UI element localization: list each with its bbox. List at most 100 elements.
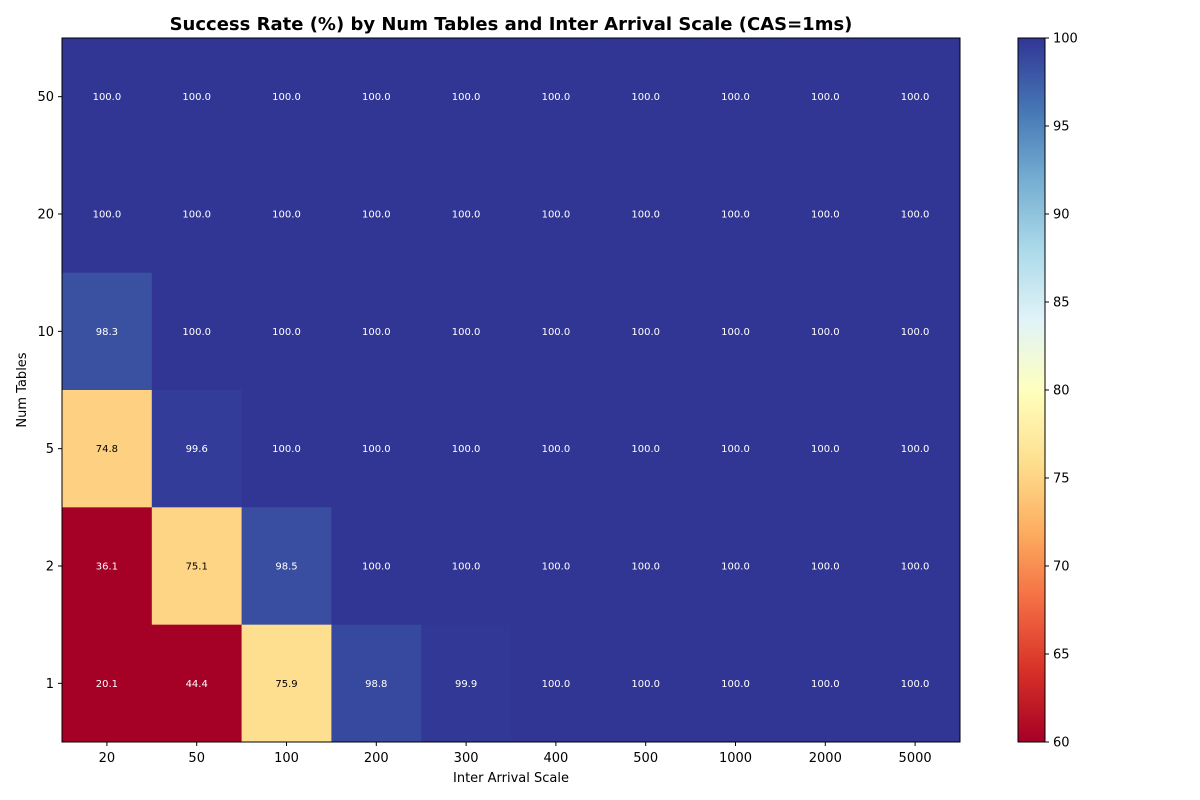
heatmap-cell bbox=[870, 272, 961, 391]
colorbar-tick-label: 60 bbox=[1053, 736, 1070, 751]
cell-value-label: 75.9 bbox=[275, 679, 297, 690]
cell-value-label: 44.4 bbox=[186, 679, 208, 690]
y-tick-label: 2 bbox=[46, 560, 54, 575]
x-axis-ticks: 20 50 100 200 300 400 500 1000 2000 5000 bbox=[99, 742, 932, 766]
heatmap-cell bbox=[780, 272, 871, 391]
heatmap-cell bbox=[421, 624, 512, 743]
cell-value-label: 100.0 bbox=[811, 679, 840, 690]
cell-value-label: 100.0 bbox=[272, 210, 301, 221]
chart-title: Success Rate (%) by Num Tables and Inter… bbox=[170, 14, 853, 35]
cell-value-label: 100.0 bbox=[721, 679, 750, 690]
cell-value-label: 100.0 bbox=[182, 210, 211, 221]
cell-value-label: 100.0 bbox=[542, 562, 571, 573]
colorbar-tick-label: 75 bbox=[1053, 472, 1070, 487]
heatmap-cell bbox=[511, 390, 602, 508]
colorbar-tick-label: 95 bbox=[1053, 120, 1070, 135]
cell-value-label: 100.0 bbox=[272, 444, 301, 455]
cell-value-label: 100.0 bbox=[542, 92, 571, 103]
cell-value-label: 98.5 bbox=[275, 562, 297, 573]
heatmap-cell bbox=[151, 38, 243, 156]
heatmap-cell bbox=[421, 390, 512, 508]
y-tick-label: 10 bbox=[37, 325, 54, 340]
cell-value-label: 100.0 bbox=[901, 679, 930, 690]
x-tick-label: 20 bbox=[99, 751, 116, 766]
heatmap-cell bbox=[690, 390, 781, 508]
plot-frame bbox=[61, 37, 961, 743]
cell-value-label: 75.1 bbox=[186, 562, 208, 573]
y-tick-label: 20 bbox=[37, 208, 54, 223]
cell-value-label: 100.0 bbox=[272, 92, 301, 103]
cell-value-label: 100.0 bbox=[721, 210, 750, 221]
heatmap-cell bbox=[421, 507, 512, 626]
cell-value-label: 98.8 bbox=[365, 679, 387, 690]
heatmap-cell bbox=[331, 507, 422, 626]
cell-value-label: 100.0 bbox=[721, 444, 750, 455]
cell-value-label: 100.0 bbox=[811, 562, 840, 573]
cell-value-label: 100.0 bbox=[721, 92, 750, 103]
heatmap-cell bbox=[241, 507, 332, 626]
cell-value-label: 100.0 bbox=[631, 562, 660, 573]
heatmap-cell bbox=[690, 38, 781, 156]
heatmap-cell bbox=[331, 155, 422, 274]
heatmap-cell bbox=[331, 38, 422, 156]
cell-value-label: 100.0 bbox=[721, 562, 750, 573]
cell-value-label: 100.0 bbox=[272, 327, 301, 338]
heatmap-cell bbox=[690, 272, 781, 391]
cell-value-label: 100.0 bbox=[631, 679, 660, 690]
cell-value-label: 99.9 bbox=[455, 679, 477, 690]
heatmap-cell bbox=[511, 272, 602, 391]
cell-value-label: 100.0 bbox=[542, 679, 571, 690]
cell-value-label: 100.0 bbox=[362, 92, 391, 103]
heatmap-cell bbox=[870, 624, 961, 743]
cell-value-label: 98.3 bbox=[96, 327, 118, 338]
heatmap-cell bbox=[600, 390, 692, 508]
cell-value-label: 100.0 bbox=[452, 327, 481, 338]
heatmap-cell bbox=[511, 38, 602, 156]
cell-value-label: 100.0 bbox=[452, 444, 481, 455]
cell-value-label: 100.0 bbox=[362, 210, 391, 221]
y-axis-ticks: 50 20 10 5 2 1 bbox=[37, 90, 62, 692]
cell-value-label: 100.0 bbox=[631, 327, 660, 338]
colorbar-tick-label: 85 bbox=[1053, 296, 1070, 311]
cell-value-label: 74.8 bbox=[96, 444, 118, 455]
heatmap-cell bbox=[870, 390, 961, 508]
heatmap-cell bbox=[151, 390, 243, 508]
x-tick-label: 300 bbox=[454, 751, 479, 766]
x-tick-label: 200 bbox=[364, 751, 389, 766]
colorbar-tick-label: 100 bbox=[1053, 32, 1078, 47]
heatmap-cell bbox=[690, 155, 781, 274]
cell-value-label: 100.0 bbox=[901, 327, 930, 338]
x-tick-label: 50 bbox=[188, 751, 205, 766]
cell-value-label: 100.0 bbox=[93, 92, 122, 103]
cell-value-label: 100.0 bbox=[631, 92, 660, 103]
colorbar-tick-label: 80 bbox=[1053, 384, 1070, 399]
heatmap-cell bbox=[511, 624, 602, 743]
cell-value-label: 100.0 bbox=[542, 327, 571, 338]
heatmap-cell bbox=[600, 507, 692, 626]
heatmap-cell bbox=[600, 155, 692, 274]
heatmap-cell bbox=[331, 624, 422, 743]
colorbar-tick-label: 70 bbox=[1053, 560, 1070, 575]
cell-value-label: 20.1 bbox=[96, 679, 118, 690]
heatmap-cell bbox=[62, 272, 153, 391]
heatmap-cell bbox=[780, 38, 871, 156]
cell-value-label: 100.0 bbox=[452, 210, 481, 221]
heatmap-cell bbox=[151, 624, 243, 743]
cell-value-label: 100.0 bbox=[362, 444, 391, 455]
cell-value-label: 100.0 bbox=[901, 92, 930, 103]
heatmap-cell bbox=[331, 390, 422, 508]
heatmap-cell bbox=[331, 272, 422, 391]
cell-value-label: 100.0 bbox=[811, 444, 840, 455]
heatmap-cells: 100.0 100.0 100.0 100.0 100.0 100.0 100.0 100.0… bbox=[62, 38, 961, 743]
heatmap-cell bbox=[870, 155, 961, 274]
heatmap-cell bbox=[690, 507, 781, 626]
heatmap-cell bbox=[421, 38, 512, 156]
cell-value-label: 100.0 bbox=[452, 92, 481, 103]
x-tick-label: 500 bbox=[633, 751, 658, 766]
cell-value-label: 100.0 bbox=[362, 327, 391, 338]
heatmap-cell bbox=[421, 272, 512, 391]
heatmap-cell bbox=[511, 155, 602, 274]
heatmap-cell bbox=[241, 38, 332, 156]
y-tick-label: 1 bbox=[46, 677, 54, 692]
